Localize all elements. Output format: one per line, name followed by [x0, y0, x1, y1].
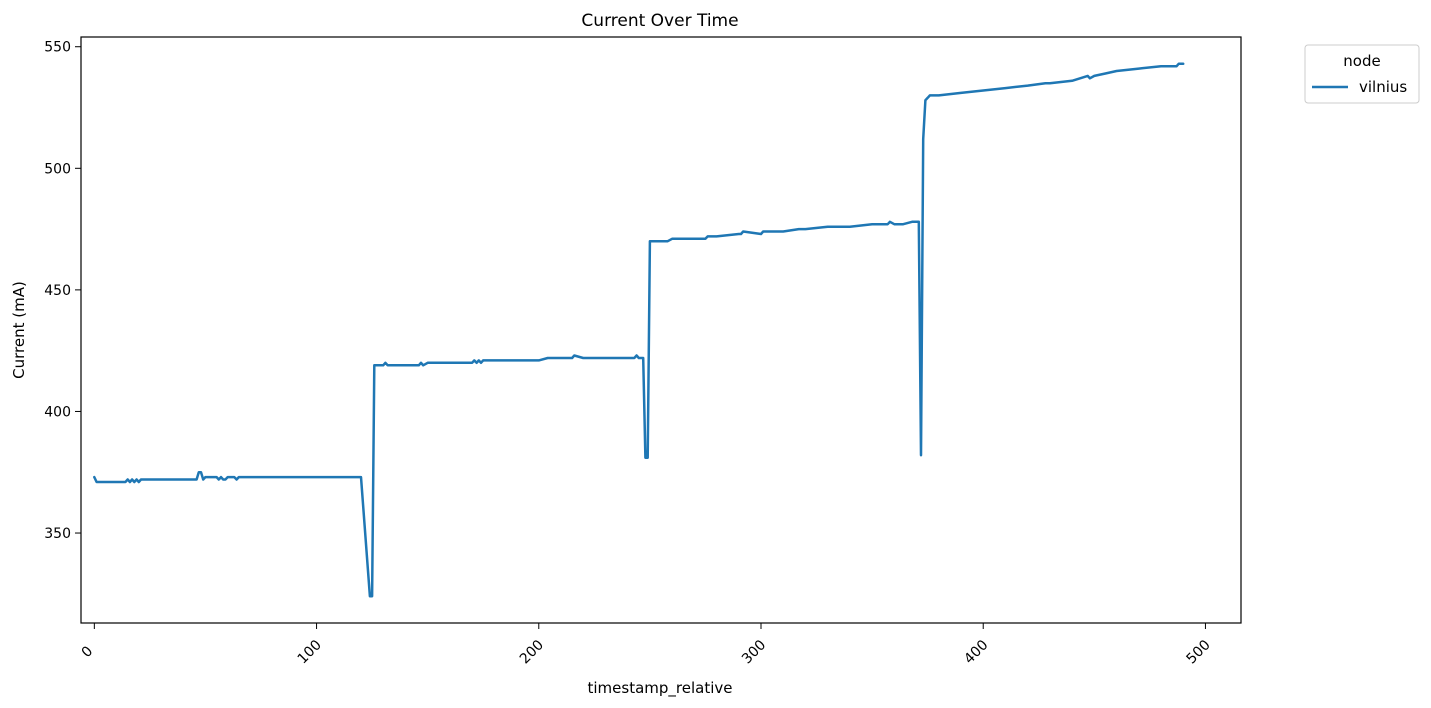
x-tick-label: 300 — [739, 637, 769, 667]
y-axis-label: Current (mA) — [10, 281, 28, 379]
x-tick-label: 200 — [517, 637, 547, 667]
x-tick-label: 500 — [1184, 637, 1214, 667]
x-axis-label: timestamp_relative — [588, 679, 733, 698]
y-tick-label: 450 — [44, 283, 71, 299]
plot-area — [80, 36, 1242, 624]
series-line-vilnius — [93, 62, 1185, 598]
legend: node vilnius — [1304, 44, 1420, 104]
x-tick-label: 100 — [295, 637, 325, 667]
x-axis-ticks: 0 100 200 300 400 500 — [79, 623, 1214, 667]
y-tick-label: 550 — [44, 40, 71, 56]
y-tick-label: 350 — [44, 526, 71, 542]
y-tick-label: 500 — [44, 161, 71, 177]
series-layer — [93, 62, 1185, 598]
y-axis-ticks: 350 400 450 500 550 — [44, 40, 81, 542]
legend-entry-vilnius: vilnius — [1359, 78, 1407, 96]
legend-frame — [1304, 44, 1420, 104]
legend-title: node — [1343, 52, 1380, 70]
x-tick-label: 400 — [961, 637, 991, 667]
plot-frame — [80, 36, 1242, 624]
chart-title: Current Over Time — [581, 11, 738, 31]
y-tick-label: 400 — [44, 404, 71, 420]
x-tick-label: 0 — [79, 643, 97, 661]
